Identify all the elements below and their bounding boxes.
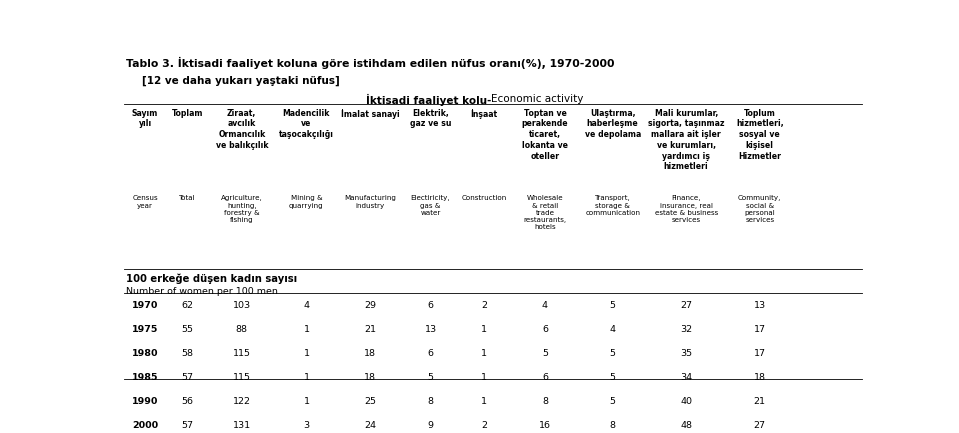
Text: Total: Total xyxy=(178,195,196,201)
Text: 4: 4 xyxy=(610,325,616,334)
Text: 1985: 1985 xyxy=(132,373,158,382)
Text: Tablo 3. İktisadi faaliyet koluna göre istihdam edilen nüfus oranı(%), 1970-2000: Tablo 3. İktisadi faaliyet koluna göre i… xyxy=(126,57,615,69)
Text: 1970: 1970 xyxy=(132,301,158,310)
Text: 34: 34 xyxy=(680,373,692,382)
Text: Ulaştırma,
haberleşme
ve depolama: Ulaştırma, haberleşme ve depolama xyxy=(584,109,641,139)
Text: 1980: 1980 xyxy=(132,349,158,359)
Text: 5: 5 xyxy=(610,349,616,359)
Text: 6: 6 xyxy=(428,349,433,359)
Text: 24: 24 xyxy=(364,421,376,430)
Text: 6: 6 xyxy=(428,301,433,310)
Text: 88: 88 xyxy=(236,325,247,334)
Text: 35: 35 xyxy=(680,349,692,359)
Text: 57: 57 xyxy=(181,373,193,382)
Text: Elektrik,
gaz ve su: Elektrik, gaz ve su xyxy=(409,109,452,129)
Text: Wholesale
& retail
trade
restaurants,
hotels: Wholesale & retail trade restaurants, ho… xyxy=(524,195,567,230)
Text: 1975: 1975 xyxy=(132,325,158,334)
Text: 1: 1 xyxy=(481,349,487,359)
Text: 1: 1 xyxy=(303,373,310,382)
Text: 17: 17 xyxy=(754,325,766,334)
Text: 1: 1 xyxy=(481,397,487,407)
Text: Economic activity: Economic activity xyxy=(492,94,584,104)
Text: 18: 18 xyxy=(754,373,766,382)
Text: 17: 17 xyxy=(754,349,766,359)
Text: 25: 25 xyxy=(364,397,376,407)
Text: 13: 13 xyxy=(754,301,766,310)
Text: 21: 21 xyxy=(754,397,766,407)
Text: Toplam: Toplam xyxy=(172,109,203,118)
Text: 5: 5 xyxy=(542,349,548,359)
Text: 13: 13 xyxy=(425,325,436,334)
Text: Census
year: Census year xyxy=(132,195,158,209)
Text: Toplum
hizmetleri,
sosyal ve
kişisel
Hizmetler: Toplum hizmetleri, sosyal ve kişisel Hiz… xyxy=(736,109,784,161)
Text: 2: 2 xyxy=(481,301,487,310)
Text: 8: 8 xyxy=(428,397,433,407)
Text: Toptan ve
perakende
ticaret,
lokanta ve
oteller: Toptan ve perakende ticaret, lokanta ve … xyxy=(522,109,569,161)
Text: 32: 32 xyxy=(680,325,692,334)
Text: 48: 48 xyxy=(680,421,692,430)
Text: Transport,
storage &
communication: Transport, storage & communication xyxy=(585,195,641,216)
Text: 5: 5 xyxy=(610,301,616,310)
Text: Number of women per 100 men: Number of women per 100 men xyxy=(126,287,278,296)
Text: Finance,
insurance, real
estate & business
services: Finance, insurance, real estate & busine… xyxy=(655,195,718,223)
Text: Madencilik
ve
taşocakçılığı: Madencilik ve taşocakçılığı xyxy=(279,109,334,139)
Text: 18: 18 xyxy=(364,349,376,359)
Text: 5: 5 xyxy=(610,397,616,407)
Text: 1: 1 xyxy=(481,325,487,334)
Text: 57: 57 xyxy=(181,421,193,430)
Text: Manufacturing
industry: Manufacturing industry xyxy=(344,195,396,209)
Text: 29: 29 xyxy=(364,301,376,310)
Text: Community,
social &
personal
services: Community, social & personal services xyxy=(738,195,782,223)
Text: 115: 115 xyxy=(233,373,250,382)
Text: Mining &
quarrying: Mining & quarrying xyxy=(289,195,324,209)
Text: 56: 56 xyxy=(181,397,193,407)
Text: 62: 62 xyxy=(181,301,193,310)
Text: 18: 18 xyxy=(364,373,376,382)
Text: 131: 131 xyxy=(233,421,251,430)
Text: 115: 115 xyxy=(233,349,250,359)
Text: Construction: Construction xyxy=(461,195,506,201)
Text: İnşaat: İnşaat xyxy=(471,109,498,119)
Text: [12 ve daha yukarı yaştaki nüfus]: [12 ve daha yukarı yaştaki nüfus] xyxy=(142,75,339,86)
Text: 9: 9 xyxy=(428,421,433,430)
Text: İktisadi faaliyet kolu-: İktisadi faaliyet kolu- xyxy=(366,94,492,107)
Text: 1: 1 xyxy=(303,397,310,407)
Text: 27: 27 xyxy=(680,301,692,310)
Text: 100 erkeğe düşen kadın sayısı: 100 erkeğe düşen kadın sayısı xyxy=(126,274,297,284)
Text: 55: 55 xyxy=(181,325,193,334)
Text: Ziraat,
avcılık
Ormancılık
ve balıkçılık: Ziraat, avcılık Ormancılık ve balıkçılık xyxy=(216,109,268,150)
Text: 1: 1 xyxy=(303,325,310,334)
Text: Electiricity,
gas &
water: Electiricity, gas & water xyxy=(410,195,451,216)
Text: 6: 6 xyxy=(542,373,548,382)
Text: 1: 1 xyxy=(481,373,487,382)
Text: 5: 5 xyxy=(428,373,433,382)
Text: 122: 122 xyxy=(233,397,250,407)
Text: Agriculture,
hunting,
forestry &
fishing: Agriculture, hunting, forestry & fishing xyxy=(221,195,263,223)
Text: 6: 6 xyxy=(542,325,548,334)
Text: 1990: 1990 xyxy=(132,397,158,407)
Text: 4: 4 xyxy=(303,301,310,310)
Text: 58: 58 xyxy=(181,349,193,359)
Text: 16: 16 xyxy=(539,421,551,430)
Text: 5: 5 xyxy=(610,373,616,382)
Text: 27: 27 xyxy=(754,421,766,430)
Text: 21: 21 xyxy=(364,325,376,334)
Text: 3: 3 xyxy=(303,421,310,430)
Text: 8: 8 xyxy=(610,421,616,430)
Text: 8: 8 xyxy=(542,397,548,407)
Text: 1: 1 xyxy=(303,349,310,359)
Text: İmalat sanayi: İmalat sanayi xyxy=(341,109,400,119)
Text: 2: 2 xyxy=(481,421,487,430)
Text: Sayım
yılı: Sayım yılı xyxy=(132,109,158,129)
Text: 40: 40 xyxy=(680,397,692,407)
Text: 2000: 2000 xyxy=(132,421,158,430)
Text: 103: 103 xyxy=(233,301,251,310)
Text: 4: 4 xyxy=(542,301,548,310)
Text: Mali kurumlar,
sigorta, taşınmaz
mallara ait işler
ve kurumları,
yardımcı iş
hiz: Mali kurumlar, sigorta, taşınmaz mallara… xyxy=(648,109,724,171)
